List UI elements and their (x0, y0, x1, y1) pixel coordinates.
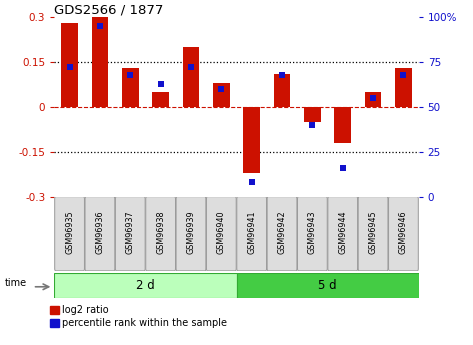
FancyBboxPatch shape (388, 197, 418, 271)
FancyBboxPatch shape (176, 197, 206, 271)
Text: GSM96937: GSM96937 (126, 210, 135, 254)
FancyBboxPatch shape (85, 197, 115, 271)
Text: GSM96944: GSM96944 (338, 210, 347, 254)
FancyBboxPatch shape (237, 197, 267, 271)
Bar (122, 68, 139, 107)
Text: GSM96938: GSM96938 (156, 210, 165, 254)
FancyBboxPatch shape (267, 197, 297, 271)
Text: GSM96945: GSM96945 (368, 210, 377, 254)
FancyBboxPatch shape (146, 197, 175, 271)
Text: GDS2566 / 1877: GDS2566 / 1877 (54, 3, 164, 16)
FancyBboxPatch shape (206, 197, 236, 271)
Bar (213, 83, 230, 107)
Bar (304, 107, 321, 122)
Bar (152, 92, 169, 107)
Text: GSM96935: GSM96935 (65, 210, 74, 254)
Point (126, 72, 134, 77)
FancyBboxPatch shape (328, 197, 358, 271)
FancyBboxPatch shape (115, 197, 145, 271)
Bar (334, 107, 351, 143)
Bar (365, 92, 381, 107)
Text: time: time (4, 278, 26, 288)
FancyBboxPatch shape (358, 197, 388, 271)
Point (339, 165, 347, 171)
Bar (92, 17, 108, 107)
Text: GSM96941: GSM96941 (247, 210, 256, 254)
Point (187, 65, 195, 70)
Point (278, 72, 286, 77)
Bar (236, 273, 419, 298)
Point (157, 81, 165, 86)
Bar (274, 74, 290, 107)
Point (400, 72, 407, 77)
Point (308, 122, 316, 128)
Point (96, 23, 104, 29)
Legend: log2 ratio, percentile rank within the sample: log2 ratio, percentile rank within the s… (50, 305, 228, 328)
Text: GSM96943: GSM96943 (308, 210, 317, 254)
Text: 5 d: 5 d (318, 279, 337, 292)
Point (66, 65, 73, 70)
Bar (183, 47, 199, 107)
Point (218, 86, 225, 92)
Bar (395, 68, 412, 107)
FancyBboxPatch shape (298, 197, 327, 271)
Text: GSM96939: GSM96939 (186, 210, 195, 254)
Bar (61, 23, 78, 107)
Text: GSM96940: GSM96940 (217, 210, 226, 254)
Text: GSM96936: GSM96936 (96, 210, 105, 254)
FancyBboxPatch shape (55, 197, 85, 271)
Text: GSM96942: GSM96942 (278, 210, 287, 254)
Point (369, 95, 377, 101)
Point (248, 179, 255, 185)
Bar (243, 107, 260, 173)
Bar (54, 273, 237, 298)
Text: GSM96946: GSM96946 (399, 210, 408, 254)
Text: 2 d: 2 d (136, 279, 155, 292)
